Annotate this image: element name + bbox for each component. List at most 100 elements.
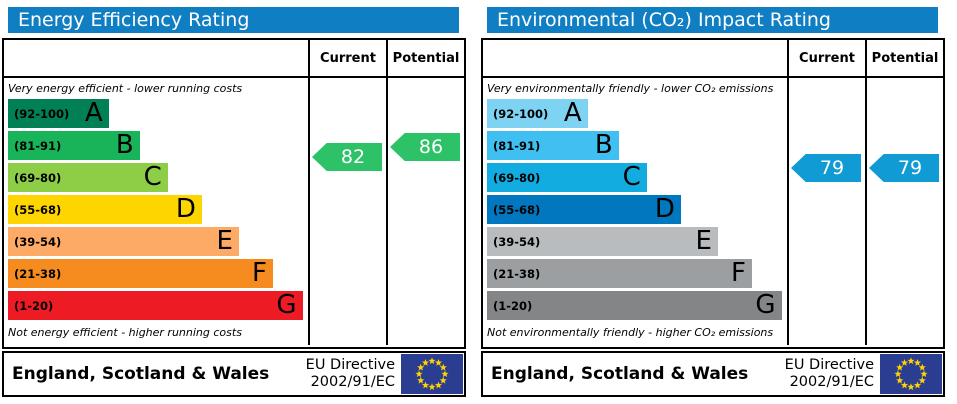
band-bar-e: (39-54) E: [487, 227, 718, 256]
band-row-b: (81-91) B: [8, 131, 304, 160]
band-range-label: (92-100): [14, 106, 70, 121]
band-bar-c: (69-80) C: [8, 163, 168, 192]
band-chart-area: Very energy efficient - lower running co…: [4, 78, 308, 345]
table-body-row: Very energy efficient - lower running co…: [4, 78, 464, 345]
band-bar-d: (55-68) D: [8, 195, 202, 224]
eu-flag-icon: [401, 354, 463, 394]
eu-directive-label: EU Directive 2002/91/EC: [785, 357, 880, 391]
rating-bands: (92-100) A (81-91) B (69-80) C (55-68) D (39-54)…: [8, 99, 304, 323]
panel-footer: England, Scotland & Wales EU Directive 2…: [481, 351, 945, 397]
band-row-c: (69-80) C: [487, 163, 783, 192]
band-row-f: (21-38) F: [8, 259, 304, 288]
band-letter: F: [251, 258, 267, 288]
region-label: England, Scotland & Wales: [12, 364, 270, 384]
band-letter: E: [216, 226, 233, 256]
band-row-b: (81-91) B: [487, 131, 783, 160]
band-row-e: (39-54) E: [487, 227, 783, 256]
panel-footer: England, Scotland & Wales EU Directive 2…: [2, 351, 466, 397]
eu-directive-line1: EU Directive: [305, 356, 395, 373]
potential-column-header: Potential: [386, 40, 464, 76]
current-value-cell: 82: [308, 78, 386, 345]
band-letter: C: [622, 162, 641, 192]
eu-flag-icon: [880, 354, 942, 394]
region-label: England, Scotland & Wales: [491, 364, 749, 384]
band-row-d: (55-68) D: [8, 195, 304, 224]
panel-title: Environmental (CO₂) Impact Rating: [487, 7, 938, 33]
band-row-c: (69-80) C: [8, 163, 304, 192]
top-note: Very energy efficient - lower running co…: [8, 82, 243, 95]
band-row-a: (92-100) A: [487, 99, 783, 128]
band-letter: C: [143, 162, 162, 192]
potential-column-header: Potential: [865, 40, 943, 76]
band-range-label: (39-54): [493, 234, 541, 249]
band-range-label: (55-68): [14, 202, 62, 217]
band-letter: F: [730, 258, 746, 288]
band-bar-e: (39-54) E: [8, 227, 239, 256]
band-row-e: (39-54) E: [8, 227, 304, 256]
table-header-row: Current Potential: [483, 40, 943, 78]
bottom-note: Not environmentally friendly - higher CO…: [487, 326, 774, 339]
band-range-label: (69-80): [14, 170, 62, 185]
rating-table: Current Potential Very energy efficient …: [2, 38, 466, 349]
band-range-label: (21-38): [493, 266, 541, 281]
band-bar-a: (92-100) A: [8, 99, 109, 128]
potential-value-cell: 79: [865, 78, 943, 345]
potential-value-cell: 86: [386, 78, 464, 345]
band-letter: A: [84, 98, 103, 128]
table-header-row: Current Potential: [4, 40, 464, 78]
eu-directive-label: EU Directive 2002/91/EC: [306, 357, 401, 391]
panel-title: Energy Efficiency Rating: [8, 7, 459, 33]
band-bar-a: (92-100) A: [487, 99, 588, 128]
band-row-g: (1-20) G: [487, 291, 783, 320]
band-range-label: (39-54): [14, 234, 62, 249]
band-range-label: (1-20): [14, 298, 54, 313]
band-range-label: (92-100): [493, 106, 549, 121]
band-letter: B: [594, 130, 613, 160]
eu-directive-line2: 2002/91/EC: [310, 374, 395, 390]
band-chart-area: Very environmentally friendly - lower CO…: [483, 78, 787, 345]
band-letter: D: [654, 194, 675, 224]
rating-bands: (92-100) A (81-91) B (69-80) C (55-68) D (39-54)…: [487, 99, 783, 323]
band-bar-g: (1-20) G: [8, 291, 303, 320]
band-letter: E: [695, 226, 712, 256]
band-range-label: (81-91): [493, 138, 541, 153]
potential-rating-arrow: 86: [390, 133, 460, 161]
band-bar-c: (69-80) C: [487, 163, 647, 192]
eu-directive-line1: EU Directive: [784, 356, 874, 373]
band-row-d: (55-68) D: [487, 195, 783, 224]
band-bar-f: (21-38) F: [487, 259, 752, 288]
band-range-label: (1-20): [493, 298, 533, 313]
rating-table: Current Potential Very environmentally f…: [481, 38, 945, 349]
current-column-header: Current: [787, 40, 865, 76]
band-letter: G: [755, 290, 776, 320]
current-value-cell: 79: [787, 78, 865, 345]
band-row-a: (92-100) A: [8, 99, 304, 128]
current-column-header: Current: [308, 40, 386, 76]
band-range-label: (55-68): [493, 202, 541, 217]
table-body-row: Very environmentally friendly - lower CO…: [483, 78, 943, 345]
band-letter: D: [175, 194, 196, 224]
band-bar-b: (81-91) B: [8, 131, 140, 160]
band-bar-g: (1-20) G: [487, 291, 782, 320]
band-bar-d: (55-68) D: [487, 195, 681, 224]
top-note: Very environmentally friendly - lower CO…: [487, 82, 774, 95]
potential-rating-arrow: 79: [869, 154, 939, 182]
energy-efficiency-panel: Energy Efficiency Rating Current Potenti…: [2, 7, 466, 397]
band-row-f: (21-38) F: [487, 259, 783, 288]
band-row-g: (1-20) G: [8, 291, 304, 320]
band-bar-f: (21-38) F: [8, 259, 273, 288]
environmental-impact-panel: Environmental (CO₂) Impact Rating Curren…: [481, 7, 945, 397]
current-rating-arrow: 82: [312, 143, 382, 171]
bottom-note: Not energy efficient - higher running co…: [8, 326, 242, 339]
band-range-label: (69-80): [493, 170, 541, 185]
band-column-header: [4, 40, 308, 76]
band-letter: B: [115, 130, 134, 160]
band-range-label: (81-91): [14, 138, 62, 153]
band-range-label: (21-38): [14, 266, 62, 281]
band-letter: G: [276, 290, 297, 320]
eu-directive-line2: 2002/91/EC: [789, 374, 874, 390]
current-rating-arrow: 79: [791, 154, 861, 182]
band-column-header: [483, 40, 787, 76]
band-bar-b: (81-91) B: [487, 131, 619, 160]
